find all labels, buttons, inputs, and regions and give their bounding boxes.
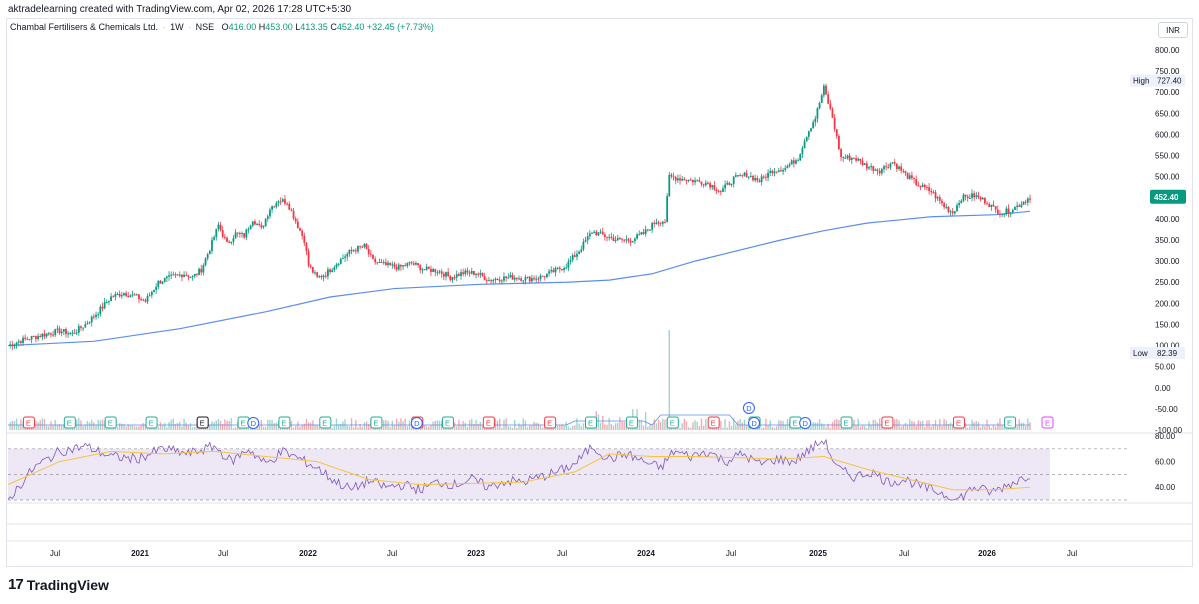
low-value: 413.35: [300, 22, 328, 32]
symbol-name[interactable]: Chambal Fertilisers & Chemicals Ltd.: [10, 22, 159, 32]
symbol-legend: Chambal Fertilisers & Chemicals Ltd. · 1…: [10, 22, 434, 32]
change-value: +32.45 (+7.73%): [366, 22, 434, 32]
close-label: C: [330, 22, 337, 32]
author-line: aktradelearning created with TradingView…: [8, 4, 352, 15]
interval[interactable]: 1W: [170, 22, 184, 32]
currency-button[interactable]: INR: [1158, 22, 1188, 38]
open-value: 416.00: [228, 22, 257, 32]
chart-frame: [6, 18, 1193, 567]
exchange: NSE: [195, 22, 215, 32]
tradingview-brand[interactable]: 17 TradingView: [8, 576, 109, 593]
close-value: 452.40: [336, 22, 365, 32]
open-label: O: [221, 22, 229, 32]
high-value: 453.00: [265, 22, 293, 32]
brand-name: TradingView: [26, 576, 109, 593]
tradingview-logo-icon: 17: [8, 576, 24, 593]
high-label: H: [258, 22, 266, 32]
low-label: L: [295, 22, 301, 32]
